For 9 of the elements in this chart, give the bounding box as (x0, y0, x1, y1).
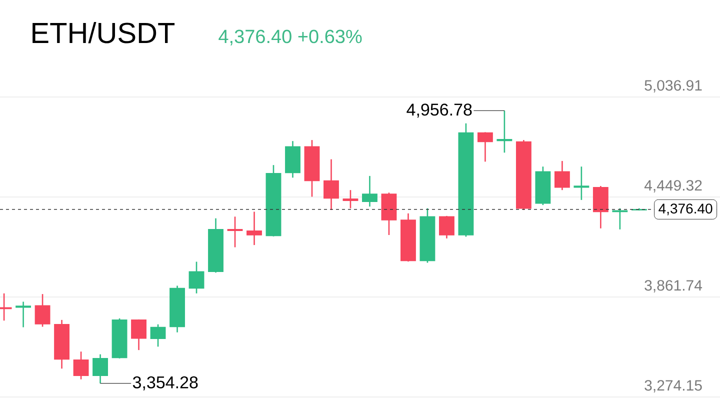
annotation: 4,956.78 (406, 104, 472, 118)
y-tick-label: 3,274.15 (644, 380, 702, 392)
chart-subtitle: 4,376.40 +0.63% (218, 30, 362, 46)
ref-line-label: 4,376.40 (658, 204, 712, 216)
y-tick-label: 3,861.74 (644, 280, 702, 292)
chart-title: ETH/USDT (32, 22, 175, 44)
y-tick-label: 5,036.91 (644, 80, 702, 92)
y-tick-label: 4,449.32 (644, 180, 702, 192)
annotation: 3,354.28 (132, 376, 198, 390)
